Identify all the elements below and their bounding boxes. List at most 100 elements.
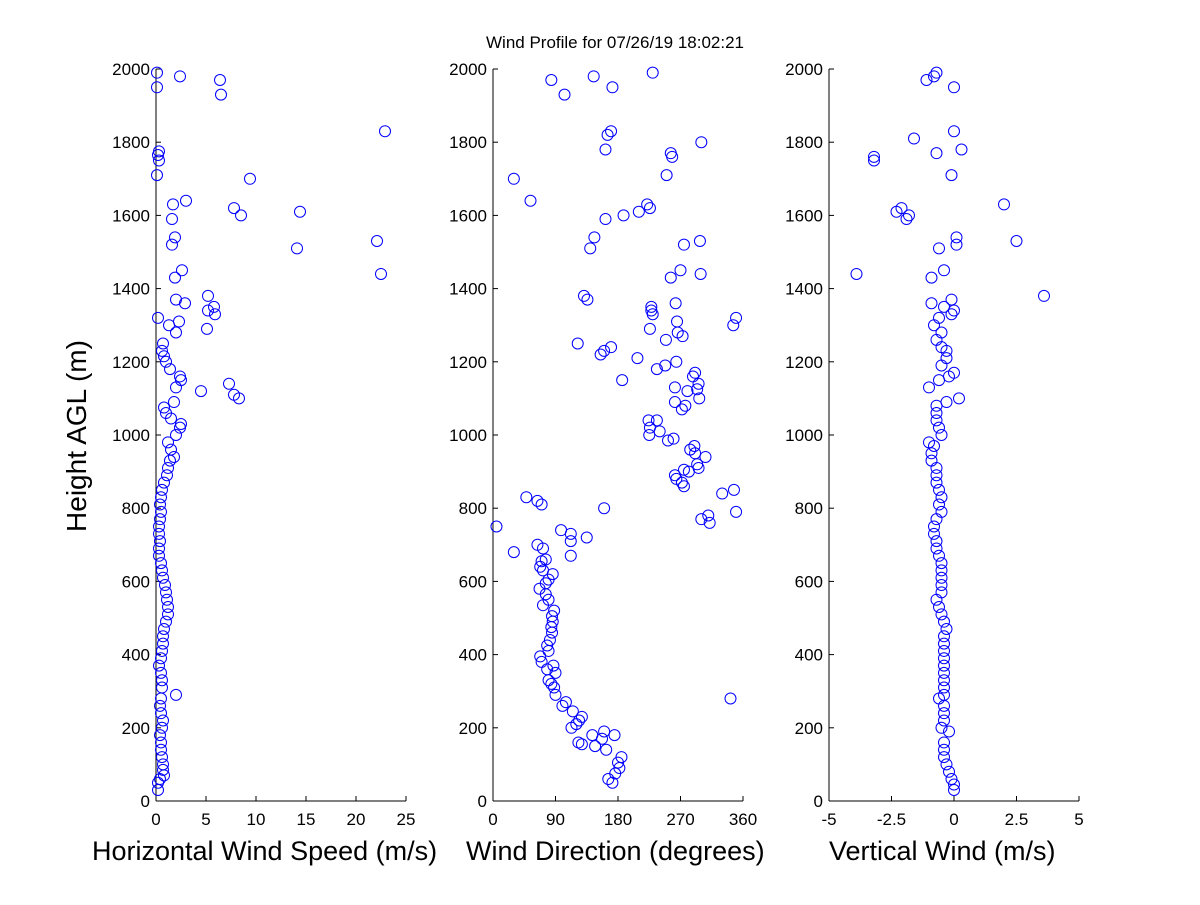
- data-point: [549, 666, 562, 679]
- x-tick-label: 0: [488, 810, 497, 829]
- data-point: [524, 194, 537, 207]
- data-point: [943, 725, 955, 738]
- data-point: [935, 586, 948, 599]
- data-point: [152, 311, 164, 324]
- data-point: [668, 396, 681, 409]
- data-point: [155, 491, 167, 504]
- data-point: [154, 535, 166, 548]
- data-point: [168, 450, 180, 463]
- data-point: [166, 213, 178, 226]
- data-point: [600, 743, 613, 756]
- data-point: [938, 264, 950, 277]
- data-point: [930, 469, 943, 482]
- data-point: [948, 366, 960, 379]
- data-point: [650, 363, 663, 376]
- data-point: [930, 66, 943, 79]
- data-point: [925, 271, 938, 284]
- y-tick-label: 1400: [449, 280, 487, 299]
- data-point: [616, 374, 629, 387]
- data-point: [702, 509, 715, 522]
- data-point: [935, 579, 948, 592]
- data-point: [151, 81, 163, 94]
- x-tick-label: 0: [151, 810, 160, 829]
- data-point: [164, 363, 176, 376]
- data-point: [948, 304, 960, 317]
- data-point: [375, 267, 387, 280]
- data-point: [694, 267, 707, 280]
- data-point: [998, 198, 1010, 211]
- data-point: [156, 564, 168, 577]
- data-point: [674, 264, 687, 277]
- data-point: [923, 381, 935, 394]
- data-point: [933, 242, 945, 255]
- y-tick-label: 800: [459, 499, 487, 518]
- data-point: [537, 564, 549, 577]
- y-tick-label: 1200: [112, 353, 150, 372]
- data-point: [166, 238, 178, 251]
- data-point: [945, 169, 958, 182]
- panel-vertical: 0 200 400 600 800 1000 1200 1400 1600 1800 2000 -5 -…: [785, 60, 1084, 829]
- data-point: [643, 202, 656, 215]
- data-point: [157, 637, 169, 650]
- data-point: [948, 81, 960, 94]
- data-point: [938, 681, 950, 694]
- y-tick-label: 800: [795, 499, 823, 518]
- data-point: [945, 308, 958, 321]
- data-point: [244, 172, 256, 185]
- data-point: [938, 615, 950, 628]
- y-tick-label: 600: [459, 572, 487, 591]
- data-point: [545, 73, 558, 86]
- data-point: [938, 652, 950, 665]
- y-tick-label: 200: [459, 719, 487, 738]
- data-point: [202, 304, 214, 317]
- data-point: [935, 326, 948, 339]
- data-point: [173, 315, 185, 328]
- data-point: [228, 202, 240, 215]
- x-tick-label: 10: [247, 810, 266, 829]
- data-point: [594, 348, 607, 361]
- data-point: [943, 765, 955, 778]
- data-point: [571, 337, 584, 350]
- data-point: [679, 399, 692, 412]
- y-tick-label: 0: [141, 792, 150, 811]
- data-point: [933, 549, 945, 562]
- data-point: [664, 271, 677, 284]
- data-point: [606, 776, 619, 789]
- data-point: [935, 359, 948, 372]
- data-point: [650, 414, 663, 427]
- data-point: [539, 553, 552, 566]
- data-point: [564, 535, 577, 548]
- data-point: [664, 147, 677, 160]
- data-point: [950, 238, 963, 251]
- data-point: [727, 319, 740, 332]
- data-point: [507, 546, 520, 559]
- data-point: [599, 213, 612, 226]
- data-point: [930, 407, 943, 420]
- data-point: [160, 615, 172, 628]
- data-point: [541, 639, 554, 652]
- data-point: [151, 66, 163, 79]
- data-point: [558, 88, 571, 101]
- data-point: [641, 198, 654, 211]
- data-point: [695, 136, 708, 149]
- data-point: [156, 681, 168, 694]
- data-point: [689, 366, 702, 379]
- data-point: [948, 125, 960, 138]
- data-point: [938, 659, 950, 672]
- data-point: [161, 469, 173, 482]
- data-point: [605, 125, 618, 138]
- data-point: [659, 333, 672, 346]
- x-tick-label: 180: [604, 810, 632, 829]
- data-point: [671, 315, 684, 328]
- data-point: [153, 549, 165, 562]
- data-point: [938, 300, 950, 313]
- data-point: [948, 778, 960, 791]
- data-point: [547, 659, 560, 672]
- data-point: [599, 143, 612, 156]
- data-point: [174, 370, 186, 383]
- x-tick-label: 270: [666, 810, 694, 829]
- data-point: [935, 491, 948, 504]
- data-point: [158, 350, 170, 363]
- data-point: [157, 571, 169, 584]
- data-point: [155, 743, 167, 756]
